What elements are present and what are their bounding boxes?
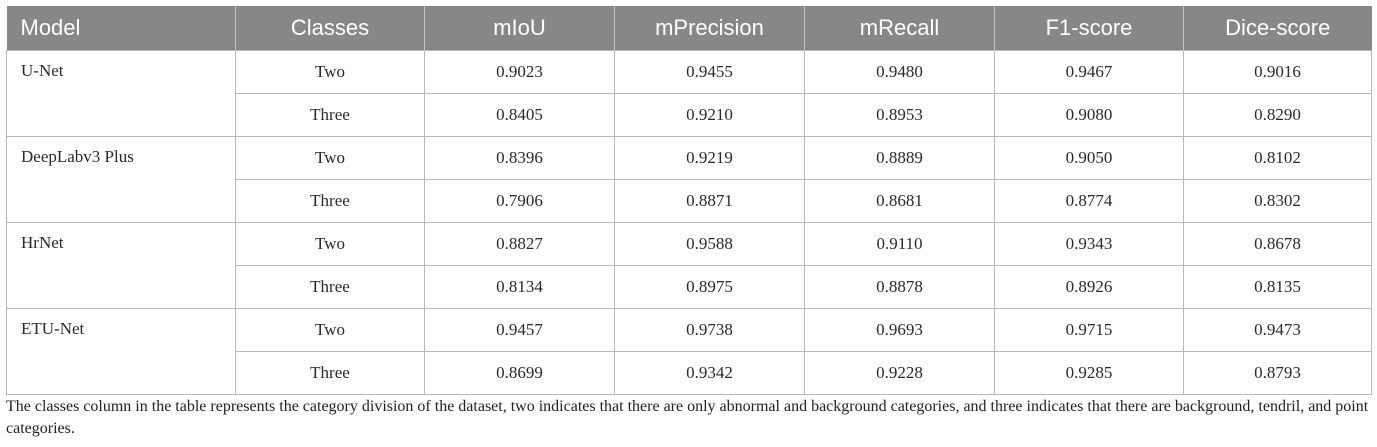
- classes-cell: Three: [235, 179, 425, 223]
- f1-score-cell: 0.8774: [994, 179, 1184, 223]
- mprecision-cell: 0.8871: [614, 179, 805, 223]
- mrecall-cell: 0.8953: [804, 93, 995, 137]
- f1-score-cell: 0.9050: [994, 136, 1184, 180]
- header-mrecall: mRecall: [804, 6, 995, 51]
- dice-score-cell: 0.9473: [1183, 308, 1372, 352]
- table-row: U-Net Two 0.9023 0.9455 0.9480 0.9467 0.…: [6, 50, 1372, 137]
- mrecall-cell: 0.9110: [804, 222, 995, 266]
- mrecall-cell: 0.8878: [804, 265, 995, 309]
- classes-cell: Two: [235, 308, 425, 352]
- dice-score-cell: 0.8290: [1183, 93, 1372, 137]
- table-row: ETU-Net Two 0.9457 0.9738 0.9693 0.9715 …: [6, 308, 1372, 395]
- mprecision-cell: 0.9219: [614, 136, 805, 180]
- mprecision-cell: 0.9342: [614, 351, 805, 395]
- table-header: Model Classes mIoU mPrecision mRecall F1…: [6, 6, 1372, 51]
- table-body: U-Net Two 0.9023 0.9455 0.9480 0.9467 0.…: [6, 50, 1372, 395]
- mrecall-cell: 0.9480: [804, 50, 995, 94]
- miou-cell: 0.7906: [424, 179, 615, 223]
- header-mprecision: mPrecision: [614, 6, 805, 51]
- classes-cell: Two: [235, 50, 425, 94]
- miou-cell: 0.8134: [424, 265, 615, 309]
- f1-score-cell: 0.9080: [994, 93, 1184, 137]
- classes-cell: Two: [235, 136, 425, 180]
- miou-cell: 0.8827: [424, 222, 615, 266]
- classes-cell: Two: [235, 222, 425, 266]
- table-row: DeepLabv3 Plus Two 0.8396 0.9219 0.8889 …: [6, 136, 1372, 223]
- model-name-cell: U-Net: [6, 50, 236, 137]
- mrecall-cell: 0.9228: [804, 351, 995, 395]
- f1-score-cell: 0.9285: [994, 351, 1184, 395]
- header-row: Model Classes mIoU mPrecision mRecall F1…: [6, 6, 1372, 51]
- mprecision-cell: 0.8975: [614, 265, 805, 309]
- mprecision-cell: 0.9210: [614, 93, 805, 137]
- classes-cell: Three: [235, 93, 425, 137]
- table-row: Three 0.8134 0.8975 0.8878 0.8926 0.8135: [7, 265, 1372, 309]
- dice-score-cell: 0.8793: [1183, 351, 1372, 395]
- results-table: Model Classes mIoU mPrecision mRecall F1…: [6, 6, 1372, 395]
- miou-cell: 0.8396: [424, 136, 615, 180]
- f1-score-cell: 0.9343: [994, 222, 1184, 266]
- mrecall-cell: 0.9693: [804, 308, 995, 352]
- table-row: Three 0.8405 0.9210 0.8953 0.9080 0.8290: [7, 93, 1372, 137]
- classes-cell: Three: [235, 351, 425, 395]
- dice-score-cell: 0.8102: [1183, 136, 1372, 180]
- header-miou: mIoU: [424, 6, 615, 51]
- f1-score-cell: 0.9467: [994, 50, 1184, 94]
- table-row: HrNet Two 0.8827 0.9588 0.9110 0.9343 0.…: [6, 222, 1372, 309]
- table-caption: The classes column in the table represen…: [6, 398, 1369, 437]
- dice-score-cell: 0.9016: [1183, 50, 1372, 94]
- mrecall-cell: 0.8889: [804, 136, 995, 180]
- miou-cell: 0.9023: [424, 50, 615, 94]
- header-classes: Classes: [235, 6, 425, 51]
- mrecall-cell: 0.8681: [804, 179, 995, 223]
- dice-score-cell: 0.8135: [1183, 265, 1372, 309]
- dice-score-cell: 0.8678: [1183, 222, 1372, 266]
- model-name-cell: DeepLabv3 Plus: [6, 136, 236, 223]
- f1-score-cell: 0.9715: [994, 308, 1184, 352]
- dice-score-cell: 0.8302: [1183, 179, 1372, 223]
- miou-cell: 0.8699: [424, 351, 615, 395]
- header-model: Model: [6, 6, 236, 51]
- miou-cell: 0.8405: [424, 93, 615, 137]
- mprecision-cell: 0.9455: [614, 50, 805, 94]
- mprecision-cell: 0.9588: [614, 222, 805, 266]
- header-dice-score: Dice-score: [1183, 6, 1372, 51]
- table-row: Three 0.8699 0.9342 0.9228 0.9285 0.8793: [7, 351, 1372, 395]
- table-row: Three 0.7906 0.8871 0.8681 0.8774 0.8302: [7, 179, 1372, 223]
- model-name-cell: HrNet: [6, 222, 236, 309]
- miou-cell: 0.9457: [424, 308, 615, 352]
- model-name-cell: ETU-Net: [6, 308, 236, 395]
- classes-cell: Three: [235, 265, 425, 309]
- header-f1-score: F1-score: [994, 6, 1184, 51]
- mprecision-cell: 0.9738: [614, 308, 805, 352]
- f1-score-cell: 0.8926: [994, 265, 1184, 309]
